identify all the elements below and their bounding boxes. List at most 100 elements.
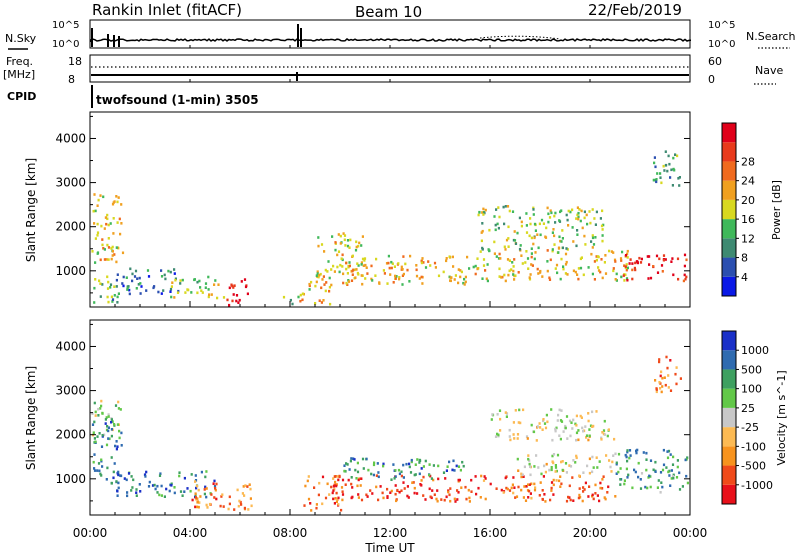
- power-cell: [361, 283, 363, 286]
- velocity-cell: [560, 438, 562, 441]
- velocity-cell: [350, 483, 352, 486]
- power-cell: [576, 229, 578, 232]
- velocity-cell: [421, 479, 423, 482]
- power-cell: [342, 254, 344, 257]
- velocity-cell: [100, 459, 102, 462]
- velocity-cell: [174, 492, 176, 495]
- velocity-scale-swatch: [722, 446, 736, 465]
- velocity-cell: [136, 494, 138, 497]
- velocity-cell: [505, 411, 507, 414]
- power-cell: [427, 260, 429, 263]
- power-cell: [575, 245, 577, 248]
- velocity-cell: [360, 484, 362, 487]
- power-cell: [670, 169, 672, 172]
- nsearch-label: N.Search: [746, 30, 796, 43]
- power-cell: [107, 287, 109, 290]
- velocity-cell: [128, 472, 130, 475]
- power-cell: [336, 266, 338, 269]
- power-cell: [552, 248, 554, 251]
- power-cell: [482, 208, 484, 211]
- power-cell: [116, 285, 118, 288]
- power-cell: [157, 291, 159, 294]
- velocity-cell: [421, 467, 423, 470]
- power-cell: [601, 240, 603, 243]
- velocity-cell: [357, 462, 359, 465]
- velocity-cell: [424, 498, 426, 501]
- power-cell: [391, 267, 393, 270]
- power-cell: [341, 265, 343, 268]
- power-cell: [499, 253, 501, 256]
- velocity-cell: [594, 484, 596, 487]
- velocity-cell: [342, 479, 344, 482]
- velocity-cell: [553, 453, 555, 456]
- velocity-cell: [664, 376, 666, 379]
- velocity-cell: [516, 495, 518, 498]
- power-cell: [237, 301, 239, 304]
- power-cell: [116, 201, 118, 204]
- power-cell: [560, 258, 562, 261]
- power-cell: [123, 276, 125, 279]
- power-cell: [537, 268, 539, 271]
- velocity-cell: [614, 453, 616, 456]
- velocity-cell: [414, 487, 416, 490]
- power-cell: [538, 247, 540, 250]
- velocity-cell: [554, 428, 556, 431]
- velocity-cell: [562, 469, 564, 472]
- power-cell: [245, 286, 247, 289]
- power-cell: [416, 275, 418, 278]
- velocity-cell: [565, 462, 567, 465]
- velocity-cell: [565, 427, 567, 430]
- velocity-cell: [577, 429, 579, 432]
- velocity-cell: [349, 468, 351, 471]
- power-cell: [553, 243, 555, 246]
- velocity-cell: [668, 474, 670, 477]
- power-cell: [438, 275, 440, 278]
- power-cell: [118, 196, 120, 199]
- power-cell: [573, 270, 575, 273]
- power-cell: [450, 276, 452, 279]
- power-cell: [575, 217, 577, 220]
- velocity-cell: [571, 476, 573, 479]
- velocity-cell: [334, 502, 336, 505]
- velocity-cell: [542, 418, 544, 421]
- power-cell: [640, 261, 642, 264]
- velocity-cell: [437, 500, 439, 503]
- power-cell: [106, 214, 108, 217]
- velocity-cell: [350, 460, 352, 463]
- power-cell: [539, 271, 541, 274]
- velocity-cell: [444, 499, 446, 502]
- power-cell: [663, 259, 665, 262]
- power-cell: [162, 289, 164, 292]
- power-cell: [106, 276, 108, 279]
- power-cell: [190, 291, 192, 294]
- power-cell: [556, 272, 558, 275]
- power-cell: [173, 296, 175, 299]
- velocity-cell: [464, 486, 466, 489]
- velocity-cell: [667, 457, 669, 460]
- power-cell: [541, 275, 543, 278]
- velocity-cell: [452, 460, 454, 463]
- power-cell: [113, 217, 115, 220]
- velocity-cell: [660, 371, 662, 374]
- power-cell: [654, 156, 656, 159]
- velocity-cell: [531, 424, 533, 427]
- power-cell: [525, 212, 527, 215]
- velocity-cell: [553, 479, 555, 482]
- power-cell: [655, 181, 657, 184]
- power-cell: [625, 254, 627, 257]
- power-cell: [660, 182, 662, 185]
- velocity-cell: [534, 489, 536, 492]
- power-cell: [577, 278, 579, 281]
- power-cell: [330, 284, 332, 287]
- power-cell: [401, 283, 403, 286]
- velocity-cell: [645, 469, 647, 472]
- velocity-cell: [340, 509, 342, 512]
- power-cell: [565, 263, 567, 266]
- cpid-text: twofsound (1-min) 3505: [96, 93, 259, 107]
- power-cell: [202, 291, 204, 294]
- power-cell: [503, 206, 505, 209]
- power-cell: [566, 273, 568, 276]
- power-cell: [488, 229, 490, 232]
- power-cell: [421, 257, 423, 260]
- power-cell: [356, 262, 358, 265]
